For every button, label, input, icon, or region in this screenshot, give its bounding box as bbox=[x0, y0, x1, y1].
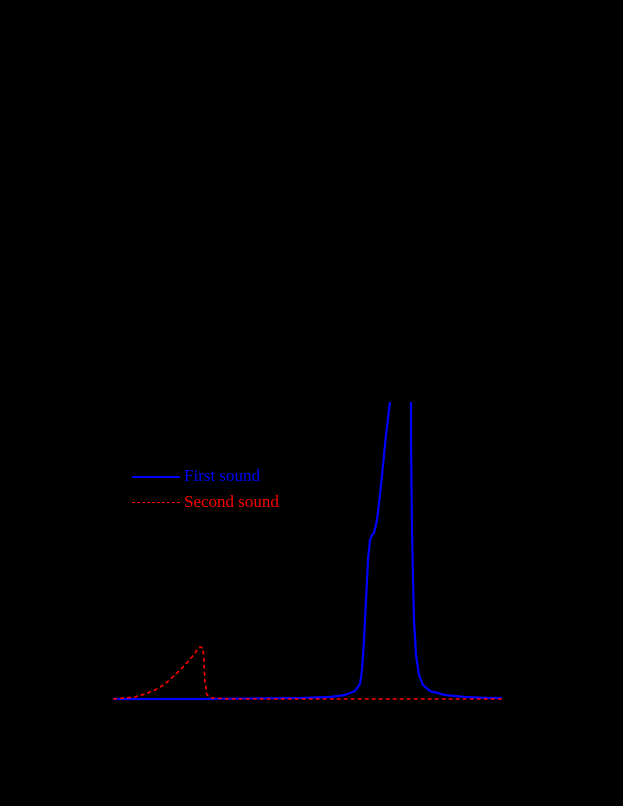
first-sound-curve bbox=[113, 401, 392, 701]
first-sound-curve-right bbox=[409, 402, 502, 700]
solid-line-swatch-icon bbox=[132, 476, 180, 478]
legend-label: First sound bbox=[184, 466, 261, 485]
legend-label: Second sound bbox=[184, 492, 279, 511]
dashed-line-swatch-icon bbox=[132, 502, 180, 503]
second-sound-curve bbox=[112, 646, 502, 700]
